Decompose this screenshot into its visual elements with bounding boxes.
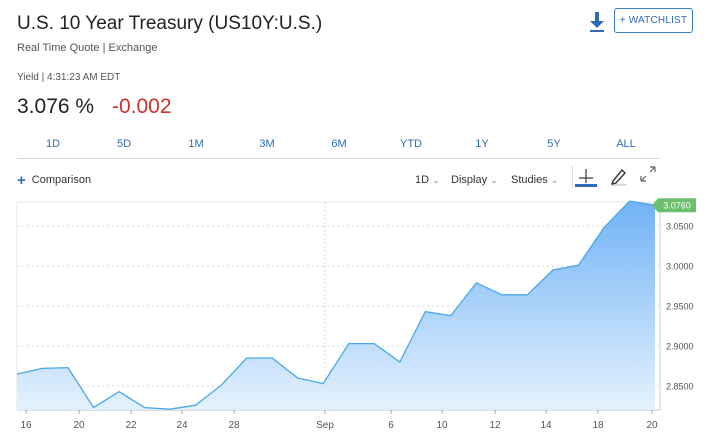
studies-label: Studies bbox=[511, 174, 548, 186]
page-title: U.S. 10 Year Treasury (US10Y:U.S.) bbox=[17, 13, 323, 34]
tab-5y[interactable]: 5Y bbox=[547, 138, 561, 150]
y-tick-label: 3.0000 bbox=[666, 262, 694, 272]
yield-timestamp: Yield | 4:31:23 AM EDT bbox=[17, 72, 121, 83]
x-tick-label: 18 bbox=[592, 420, 604, 431]
x-tick-label: Sep bbox=[316, 420, 334, 431]
tab-1y[interactable]: 1Y bbox=[475, 138, 489, 150]
y-tick-label: 2.9500 bbox=[666, 302, 694, 312]
plus-icon: + bbox=[17, 171, 26, 189]
chevron-down-icon: ⌄ bbox=[432, 175, 440, 185]
quote-source: Real Time Quote | Exchange bbox=[17, 42, 158, 54]
tab-1d[interactable]: 1D bbox=[45, 138, 61, 150]
y-tick-label: 2.9000 bbox=[666, 342, 694, 352]
tab-1m[interactable]: 1M bbox=[188, 138, 204, 150]
last-price: 3.076 % bbox=[17, 95, 95, 118]
last-value-badge: 3.0760 bbox=[652, 198, 696, 213]
time-range-tabs: 1D 5D 1M 3M 6M YTD 1Y 5Y ALL bbox=[17, 138, 660, 156]
yield-area bbox=[17, 201, 655, 410]
x-tick-label: 6 bbox=[388, 420, 394, 431]
tab-3m[interactable]: 3M bbox=[259, 138, 275, 150]
x-tick-label: 22 bbox=[125, 420, 137, 431]
x-tick-label: 20 bbox=[646, 420, 658, 431]
last-value-label: 3.0760 bbox=[663, 201, 691, 211]
add-to-watchlist-button[interactable]: + WATCHLIST bbox=[614, 8, 693, 33]
pencil-icon[interactable] bbox=[609, 166, 629, 191]
x-tick-label: 14 bbox=[540, 420, 552, 431]
last-value-marker bbox=[652, 198, 696, 213]
display-dropdown[interactable]: Display ⌄ bbox=[451, 174, 498, 186]
price-change: -0.002 bbox=[112, 95, 172, 118]
comparison-label: Comparison bbox=[31, 174, 92, 186]
tab-5d[interactable]: 5D bbox=[116, 138, 132, 150]
x-tick-label: 24 bbox=[176, 420, 188, 431]
expand-icon[interactable] bbox=[639, 165, 657, 188]
yield-line bbox=[16, 200, 656, 410]
interval-dropdown[interactable]: 1D ⌄ bbox=[415, 174, 440, 186]
display-label: Display bbox=[451, 174, 488, 186]
x-tick-label: 12 bbox=[489, 420, 501, 431]
interval-label: 1D bbox=[415, 174, 430, 186]
download-icon[interactable] bbox=[587, 10, 607, 34]
x-tick-label: 16 bbox=[20, 420, 32, 431]
y-tick-label: 3.0500 bbox=[666, 222, 694, 232]
tab-all[interactable]: ALL bbox=[616, 138, 636, 150]
y-tick-label: 2.8500 bbox=[666, 382, 694, 392]
studies-dropdown[interactable]: Studies ⌄ bbox=[511, 174, 558, 186]
crosshair-icon[interactable] bbox=[571, 166, 600, 193]
chevron-down-icon: ⌄ bbox=[550, 175, 559, 185]
comparison-button[interactable]: + Comparison bbox=[17, 171, 92, 189]
x-tick-label: 28 bbox=[228, 420, 240, 431]
tab-6m[interactable]: 6M bbox=[331, 138, 347, 150]
divider bbox=[17, 158, 660, 159]
x-tick-label: 20 bbox=[73, 420, 85, 431]
x-tick-label: 10 bbox=[436, 420, 448, 431]
chevron-down-icon: ⌄ bbox=[490, 175, 498, 185]
tab-ytd[interactable]: YTD bbox=[400, 138, 422, 150]
